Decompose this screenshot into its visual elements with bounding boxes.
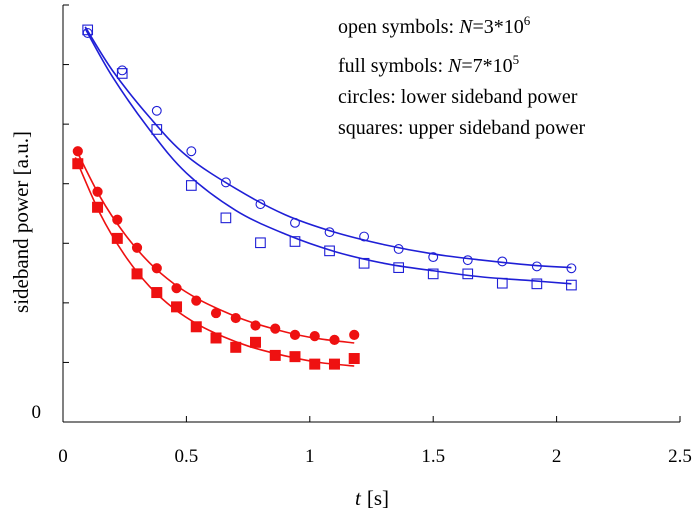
data-point-open-circle [324, 227, 335, 238]
data-point-open-square [566, 279, 577, 291]
data-point-open-circle [428, 252, 439, 263]
data-point-open-square [427, 268, 439, 280]
data-point-full-circle [131, 242, 143, 253]
x-tick-label: 1.5 [421, 446, 445, 467]
data-point-full-square [190, 321, 202, 333]
data-point-full-circle [250, 320, 261, 331]
data-point-full-circle [230, 312, 241, 324]
data-point-open-circle [117, 65, 128, 76]
data-point-full-square [269, 349, 281, 361]
tick-labels: 0 0 0.5 1 1.5 2 2.5 [32, 402, 692, 467]
data-point-full-circle [191, 295, 202, 306]
x-axis-title: t [s] [355, 486, 389, 510]
legend-line-open: open symbols: N=3*106 [338, 13, 531, 38]
data-point-full-circle [171, 283, 182, 294]
axes [62, 4, 681, 423]
data-point-full-circle [210, 307, 222, 319]
data-point-open-square [462, 268, 474, 280]
data-points [72, 24, 577, 370]
fit-curves [74, 26, 572, 367]
data-point-open-circle [497, 256, 508, 267]
data-point-full-square [289, 351, 301, 363]
data-point-open-circle [359, 231, 370, 242]
data-point-full-square [151, 287, 163, 299]
data-point-open-circle [462, 255, 473, 266]
x-tick-label: 1 [305, 446, 315, 467]
data-point-open-square [255, 237, 266, 249]
data-point-open-square [220, 212, 232, 224]
x-tick-label: 2.5 [668, 446, 692, 467]
x-tick-label: 0 [58, 446, 68, 467]
x-tick-label: 2 [552, 446, 562, 467]
y-axis-title: sideband power [a.u.] [9, 131, 33, 313]
data-point-full-circle [112, 214, 123, 225]
data-point-full-square [328, 358, 340, 370]
data-point-open-square [358, 257, 370, 269]
legend-line-squares: squares: upper sideband power [338, 117, 585, 139]
data-point-full-circle [309, 331, 320, 342]
data-point-full-square [250, 336, 262, 348]
data-point-open-square [116, 68, 128, 79]
data-point-open-square [324, 245, 335, 257]
x-axis-unit: [s] [367, 486, 389, 510]
data-point-full-circle [92, 186, 103, 197]
data-point-full-circle [270, 323, 281, 334]
x-tick-label: 0.5 [175, 446, 199, 467]
data-point-open-circle [566, 263, 577, 274]
data-point-open-square [82, 24, 94, 36]
data-point-open-square [185, 180, 197, 191]
data-point-full-circle [349, 329, 360, 340]
data-point-open-square [531, 278, 543, 290]
x-axis-variable: t [355, 486, 362, 510]
legend-line-circles: circles: lower sideband power [338, 86, 578, 108]
data-point-open-circle [220, 177, 231, 188]
data-point-full-square [348, 353, 360, 365]
legend-exponent: 5 [513, 52, 520, 67]
data-point-open-circle [151, 105, 162, 116]
data-point-open-square [393, 262, 404, 273]
legend-line-full: full symbols: N=7*105 [338, 52, 519, 77]
data-point-full-circle [151, 263, 162, 274]
data-point-open-square [151, 124, 163, 135]
data-point-full-square [92, 201, 104, 213]
legend-exponent: 6 [524, 13, 531, 28]
data-point-full-square [210, 332, 222, 344]
data-point-full-square [131, 268, 143, 280]
data-point-open-circle [186, 146, 197, 157]
data-point-full-circle [72, 146, 83, 157]
data-point-open-square [496, 277, 508, 289]
fit-curve-open-square [84, 28, 572, 285]
data-point-open-square [289, 236, 301, 247]
data-point-open-circle [255, 199, 266, 210]
data-point-full-square [230, 341, 242, 353]
data-point-full-circle [289, 329, 301, 340]
data-point-full-circle [329, 334, 340, 345]
y-tick-label: 0 [32, 402, 42, 423]
legend: open symbols: N=3*106 full symbols: N=7*… [338, 13, 585, 139]
data-point-full-square [171, 301, 183, 313]
data-point-full-square [111, 232, 123, 244]
data-point-open-circle [290, 217, 300, 228]
data-point-open-circle [393, 244, 404, 254]
data-point-full-square [309, 358, 321, 370]
data-point-full-square [72, 158, 84, 170]
data-point-open-circle [531, 261, 542, 272]
fit-curve-open-circle [84, 26, 572, 269]
